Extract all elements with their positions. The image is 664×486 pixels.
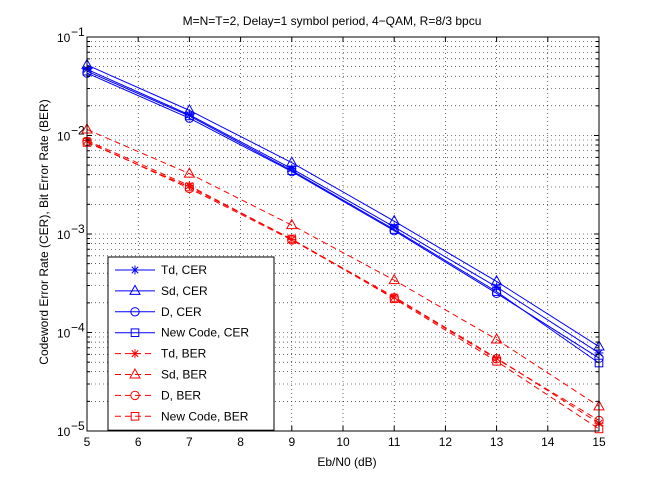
marker-square (492, 357, 501, 366)
data-point (185, 111, 194, 121)
marker-square (185, 182, 194, 192)
data-point (287, 166, 297, 175)
marker-triangle (490, 332, 503, 344)
data-point (389, 225, 399, 234)
x-tick-labels: 5 6 7 8 9 10 11 12 13 14 15 (84, 435, 606, 449)
x-tick-label: 8 (237, 435, 244, 449)
x-tick-label: 13 (490, 435, 504, 449)
marker-star (130, 265, 140, 275)
marker-triangle (285, 218, 298, 230)
legend-item: Sd, BER (115, 368, 207, 382)
data-point (490, 332, 503, 344)
y-tick-label: 10 −2 (57, 124, 85, 144)
marker-square (492, 287, 501, 296)
y-tick-label-base: 10 (57, 425, 71, 439)
marker-circle (130, 390, 140, 401)
marker-triangle (129, 367, 141, 379)
marker-triangle (490, 274, 503, 286)
legend-item: D, CER (115, 305, 202, 319)
legend-label: New Code, CER (161, 326, 249, 340)
y-tick-label-exponent: −3 (71, 222, 85, 236)
data-point (490, 274, 503, 286)
data-point (287, 234, 297, 244)
marker-square (130, 412, 140, 421)
y-tick-label-base: 10 (57, 130, 71, 144)
legend-item: New Code, BER (115, 409, 249, 423)
legend-item: Sd, CER (115, 284, 208, 298)
series-layer (81, 58, 605, 434)
y-axis-title: Codeword Error Rate (CER), Bit Error Rat… (37, 99, 51, 364)
x-tick-label: 7 (186, 435, 193, 449)
marker-triangle (388, 214, 401, 226)
legend-label: Sd, CER (161, 284, 208, 298)
data-point (285, 156, 298, 167)
legend: Td, CER Sd, CER D, CER New Code, CER Td, BER… (107, 256, 275, 431)
marker-square (287, 234, 297, 244)
y-tick-label-base: 10 (57, 327, 71, 341)
legend-label: Td, BER (161, 347, 207, 361)
legend-label: D, CER (161, 305, 202, 319)
series-line (86, 64, 600, 347)
legend-label: New Code, BER (161, 409, 249, 423)
series-line (86, 129, 600, 407)
series-line (86, 141, 600, 421)
x-tick-label: 10 (336, 435, 350, 449)
legend-item: Td, BER (115, 347, 207, 361)
y-tick-label-exponent: −4 (71, 321, 85, 335)
legend-label: Sd, BER (161, 368, 207, 382)
y-tick-label-base: 10 (57, 31, 71, 45)
y-tick-label: 10 −4 (57, 321, 85, 341)
legend-item: Td, CER (115, 263, 207, 277)
legend-label: Td, CER (161, 263, 207, 277)
y-tick-label: 10 −3 (57, 222, 85, 242)
data-point (492, 287, 501, 296)
legend-label: D, BER (161, 388, 201, 402)
y-tick-label: 10 −1 (57, 25, 85, 45)
y-tick-label: 10 −5 (57, 419, 85, 439)
y-tick-label-exponent: −5 (71, 419, 85, 433)
legend-item: New Code, CER (115, 326, 249, 340)
data-point (389, 294, 399, 304)
data-point (185, 182, 194, 192)
data-point (388, 214, 401, 226)
marker-square (389, 225, 399, 234)
marker-star (130, 349, 140, 359)
y-tick-label-exponent: −2 (71, 124, 85, 138)
x-tick-label: 14 (541, 435, 555, 449)
y-tick-label-base: 10 (57, 228, 71, 242)
y-tick-label-exponent: −1 (71, 25, 85, 39)
marker-square (185, 111, 194, 121)
x-axis-title: Eb/N0 (dB) (317, 455, 376, 469)
data-point (285, 218, 298, 230)
legend-item: D, BER (115, 388, 201, 402)
marker-triangle (388, 273, 401, 285)
marker-circle (130, 307, 140, 317)
x-tick-label: 9 (288, 435, 295, 449)
marker-square (130, 328, 140, 337)
x-tick-label: 6 (135, 435, 142, 449)
chart-title: M=N=T=2, Delay=1 symbol period, 4−QAM, R… (183, 14, 482, 28)
data-point (183, 167, 196, 178)
marker-triangle (129, 284, 141, 295)
marker-triangle (183, 167, 196, 178)
x-tick-label: 12 (439, 435, 453, 449)
marker-square (287, 166, 297, 175)
series-line (86, 141, 600, 430)
marker-triangle (285, 156, 298, 167)
y-tick-labels: 10−510−410−310−210−1 (57, 25, 85, 439)
x-tick-label: 15 (592, 435, 606, 449)
ticks (86, 37, 600, 432)
data-point (492, 357, 501, 366)
x-tick-label: 11 (388, 435, 401, 449)
series-sd-ber (81, 122, 605, 411)
data-point (388, 273, 401, 285)
x-tick-label: 5 (84, 435, 91, 449)
series-line (86, 70, 600, 364)
series-sd-cer (81, 58, 605, 351)
marker-square (389, 294, 399, 304)
series-line (86, 68, 600, 354)
